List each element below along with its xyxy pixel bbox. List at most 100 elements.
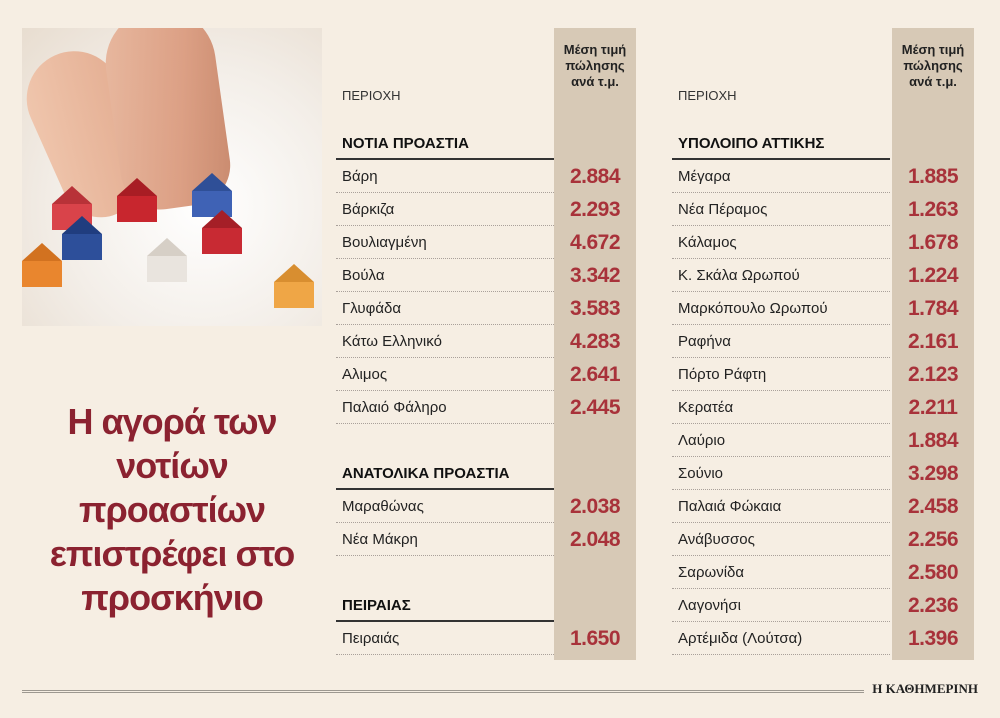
area-name: Σούνιο xyxy=(672,457,890,490)
table-row: Πειραιάς 1.650 xyxy=(336,622,636,655)
red-house-icon xyxy=(202,210,242,254)
area-name: Νέα Πέραμος xyxy=(672,193,890,226)
table-row: Λαύριο 1.884 xyxy=(672,424,974,457)
section-title: ΝΟΤΙΑ ΠΡΟΑΣΤΙΑ xyxy=(336,128,554,160)
area-name: Βουλιαγμένη xyxy=(336,226,554,259)
price-column-band xyxy=(554,28,636,660)
area-name: Βάρκιζα xyxy=(336,193,554,226)
table-row: Σαρωνίδα 2.580 xyxy=(672,556,974,589)
section-title: ΠΕΙΡΑΙΑΣ xyxy=(336,590,554,622)
price-header: Μέση τιμή πώλησης ανά τ.μ. xyxy=(892,42,974,90)
table-row: Βούλα 3.342 xyxy=(336,259,636,292)
price-column-band xyxy=(892,28,974,660)
area-name: Παλαιά Φώκαια xyxy=(672,490,890,523)
area-price: 1.784 xyxy=(907,296,959,320)
footer-rule xyxy=(22,690,864,693)
area-price: 2.048 xyxy=(569,527,621,551)
table-row: Βάρκιζα 2.293 xyxy=(336,193,636,226)
area-price: 1.650 xyxy=(569,626,621,650)
table-row: Ραφήνα 2.161 xyxy=(672,325,974,358)
area-price: 2.293 xyxy=(569,197,621,221)
area-name: Ανάβυσσος xyxy=(672,523,890,556)
section-title: ΑΝΑΤΟΛΙΚΑ ΠΡΟΑΣΤΙΑ xyxy=(336,458,554,490)
area-price: 1.224 xyxy=(907,263,959,287)
area-price: 2.884 xyxy=(569,164,621,188)
area-name: Μαρκόπουλο Ωρωπού xyxy=(672,292,890,325)
area-name: Βούλα xyxy=(336,259,554,292)
headline: Η αγορά των νοτίων προαστίων επιστρέφει … xyxy=(49,401,295,618)
price-header-line: ανά τ.μ. xyxy=(571,74,619,89)
right-rows: ΥΠΟΛΟΙΠΟ ΑΤΤΙΚΗΣ Μέγαρα 1.885 Νέα Πέραμος 1.… xyxy=(672,128,974,655)
price-header-line: πώλησης xyxy=(565,58,625,73)
area-price: 2.236 xyxy=(907,593,959,617)
orange-house-icon xyxy=(22,243,62,287)
area-name: Κ. Σκάλα Ωρωπού xyxy=(672,259,890,292)
table-row: Αλιμος 2.641 xyxy=(336,358,636,391)
area-price: 2.038 xyxy=(569,494,621,518)
area-name: Βάρη xyxy=(336,160,554,193)
table-row: Μέγαρα 1.885 xyxy=(672,160,974,193)
area-name: Αλιμος xyxy=(336,358,554,391)
table-row: Κερατέα 2.211 xyxy=(672,391,974,424)
area-name: Κάλαμος xyxy=(672,226,890,259)
area-name: Παλαιό Φάληρο xyxy=(336,391,554,424)
area-price: 3.298 xyxy=(907,461,959,485)
left-rows: ΝΟΤΙΑ ΠΡΟΑΣΤΙΑ Βάρη 2.884 Βάρκιζα 2.293 Βουλι… xyxy=(336,128,636,655)
price-header-line: Μέση τιμή xyxy=(563,42,627,57)
price-header: Μέση τιμή πώλησης ανά τ.μ. xyxy=(554,42,636,90)
area-price: 2.256 xyxy=(907,527,959,551)
area-price: 2.580 xyxy=(907,560,959,584)
area-name: Μαραθώνας xyxy=(336,490,554,523)
price-header-line: Μέση τιμή xyxy=(901,42,965,57)
table-row: Ανάβυσσος 2.256 xyxy=(672,523,974,556)
area-name: Λαύριο xyxy=(672,424,890,457)
table-row: Νέα Μάκρη 2.048 xyxy=(336,523,636,556)
section-title: ΥΠΟΛΟΙΠΟ ΑΤΤΙΚΗΣ xyxy=(672,128,890,160)
area-price: 2.161 xyxy=(907,329,959,353)
table-row: Σούνιο 3.298 xyxy=(672,457,974,490)
table-row: Κάλαμος 1.678 xyxy=(672,226,974,259)
table-row: Κάτω Ελληνικό 4.283 xyxy=(336,325,636,358)
table-row: Παλαιό Φάληρο 2.445 xyxy=(336,391,636,424)
area-price: 1.263 xyxy=(907,197,959,221)
table-row: Βουλιαγμένη 4.672 xyxy=(336,226,636,259)
table-row: Γλυφάδα 3.583 xyxy=(336,292,636,325)
area-name: Νέα Μάκρη xyxy=(336,523,554,556)
white-house-icon xyxy=(147,238,187,282)
area-name: Αρτέμιδα (Λούτσα) xyxy=(672,622,890,655)
table-row: Αρτέμιδα (Λούτσα) 1.396 xyxy=(672,622,974,655)
area-price: 2.445 xyxy=(569,395,621,419)
red-house-icon xyxy=(117,178,157,222)
area-name: Μέγαρα xyxy=(672,160,890,193)
area-name: Κερατέα xyxy=(672,391,890,424)
blue-house-icon xyxy=(62,216,102,260)
area-price: 3.342 xyxy=(569,263,621,287)
table-row: Νέα Πέραμος 1.263 xyxy=(672,193,974,226)
table-row: Μαρκόπουλο Ωρωπού 1.784 xyxy=(672,292,974,325)
table-row: Πόρτο Ράφτη 2.123 xyxy=(672,358,974,391)
area-name: Σαρωνίδα xyxy=(672,556,890,589)
area-price: 4.283 xyxy=(569,329,621,353)
table-row: Κ. Σκάλα Ωρωπού 1.224 xyxy=(672,259,974,292)
area-header: ΠΕΡΙΟΧΗ xyxy=(342,88,401,103)
section-gap xyxy=(336,556,636,590)
section-gap xyxy=(336,424,636,458)
area-price: 1.678 xyxy=(907,230,959,254)
table-row: Παλαιά Φώκαια 2.458 xyxy=(672,490,974,523)
area-name: Ραφήνα xyxy=(672,325,890,358)
area-name: Κάτω Ελληνικό xyxy=(336,325,554,358)
area-price: 1.396 xyxy=(907,626,959,650)
area-price: 2.458 xyxy=(907,494,959,518)
area-price: 1.885 xyxy=(907,164,959,188)
area-price: 3.583 xyxy=(569,296,621,320)
table-row: Βάρη 2.884 xyxy=(336,160,636,193)
orange-house-icon xyxy=(274,264,314,308)
area-price: 2.123 xyxy=(907,362,959,386)
houses-photo xyxy=(22,28,322,326)
area-price: 1.884 xyxy=(907,428,959,452)
area-name: Λαγονήσι xyxy=(672,589,890,622)
area-price: 4.672 xyxy=(569,230,621,254)
table-row: Λαγονήσι 2.236 xyxy=(672,589,974,622)
area-name: Πειραιάς xyxy=(336,622,554,655)
area-price: 2.641 xyxy=(569,362,621,386)
